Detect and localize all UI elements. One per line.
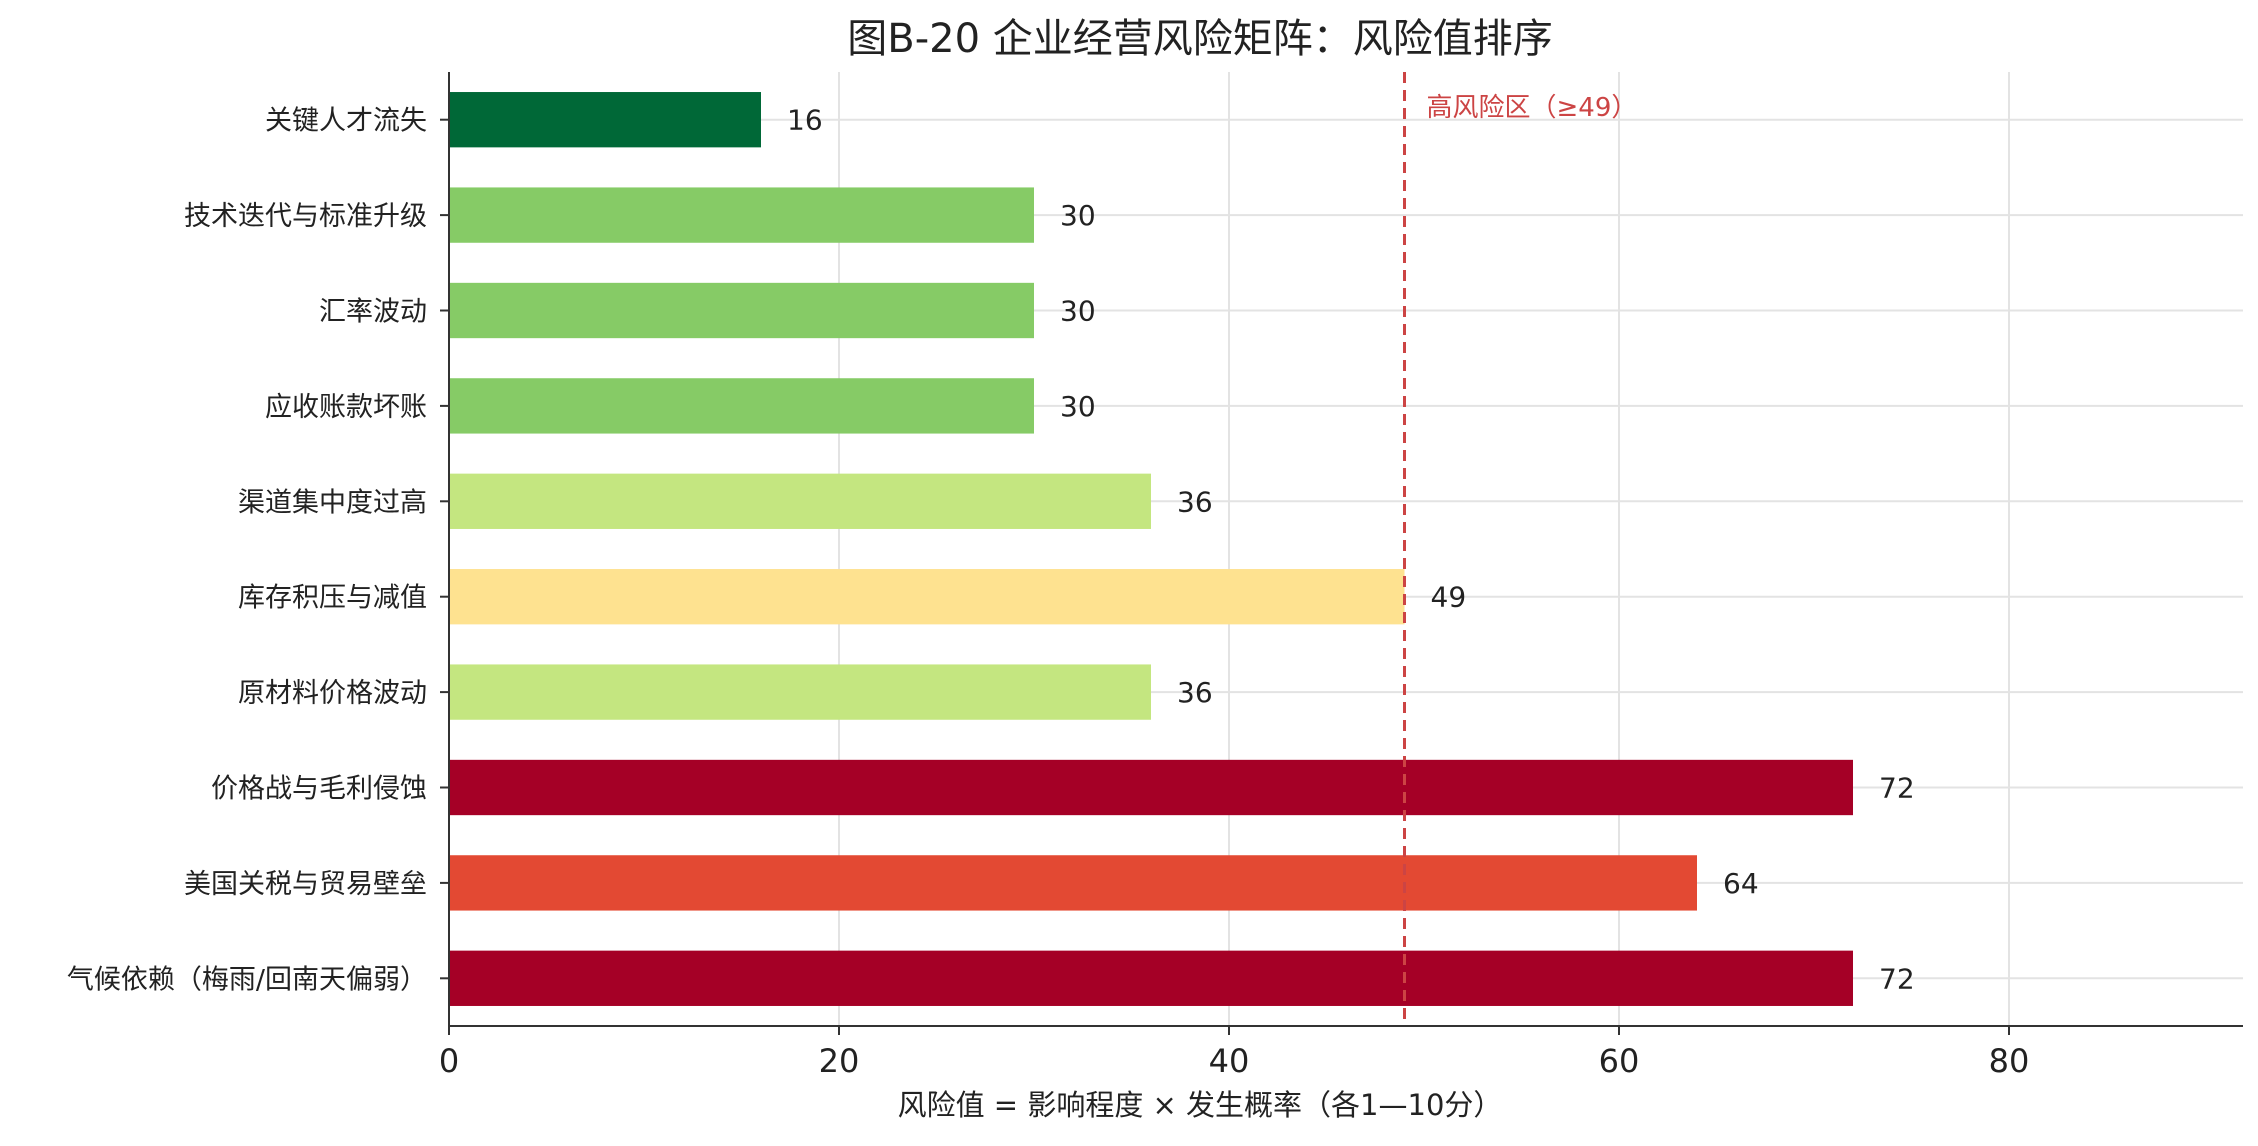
y-tick-label: 技术迭代与标准升级 [184, 201, 427, 232]
data-label: 30 [1060, 295, 1096, 328]
data-label: 16 [787, 104, 823, 137]
x-tick-label: 60 [1599, 1042, 1640, 1080]
axes-layer [448, 72, 2243, 1027]
bar [449, 378, 1034, 434]
threshold-layer: 高风险区（≥49） [1403, 72, 1638, 1026]
y-tick-label: 渠道集中度过高 [238, 487, 427, 518]
y-tick-label: 气候依赖（梅雨/回南天偏弱） [67, 964, 427, 995]
bar [449, 569, 1405, 625]
y-tick-label: 美国关税与贸易壁垒 [184, 869, 427, 900]
data-label: 64 [1723, 867, 1759, 900]
data-label: 36 [1177, 676, 1213, 709]
bar [449, 950, 1853, 1006]
data-label: 72 [1879, 772, 1915, 805]
y-tick-label: 价格战与毛利侵蚀 [211, 774, 427, 805]
data-label: 72 [1879, 962, 1915, 995]
bar [449, 187, 1034, 243]
x-tick-label: 20 [819, 1042, 860, 1080]
bar [449, 473, 1151, 529]
x-axis-label: 风险值 = 影响程度 × 发生概率（各1—10分） [898, 1088, 1503, 1122]
x-tick-layer: 0 20 40 60 80 [439, 1026, 2030, 1080]
y-tick-label: 应收账款坏账 [265, 392, 427, 423]
bar [449, 759, 1853, 816]
bar [449, 855, 1697, 911]
bars-layer: 16 30 30 30 36 49 36 72 64 72 [449, 92, 1915, 1006]
bar [449, 92, 761, 148]
y-tick-label: 原材料价格波动 [238, 678, 427, 709]
data-label: 49 [1431, 581, 1467, 614]
data-label: 30 [1060, 390, 1096, 423]
data-label: 36 [1177, 485, 1213, 518]
chart-title: 图B-20 企业经营风险矩阵：风险值排序 [847, 16, 1553, 62]
x-tick-label: 80 [1989, 1042, 2030, 1080]
x-tick-label: 0 [439, 1042, 459, 1080]
threshold-label: 高风险区（≥49） [1427, 93, 1638, 123]
y-tick-label: 汇率波动 [319, 297, 427, 328]
y-tick-layer: 关键人才流失技术迭代与标准升级汇率波动应收账款坏账渠道集中度过高库存积压与减值原… [67, 106, 449, 995]
bar [449, 664, 1151, 720]
data-label: 30 [1060, 199, 1096, 232]
x-tick-label: 40 [1209, 1042, 1250, 1080]
y-tick-label: 库存积压与减值 [238, 583, 427, 614]
bar [449, 282, 1034, 339]
y-tick-label: 关键人才流失 [265, 106, 427, 137]
